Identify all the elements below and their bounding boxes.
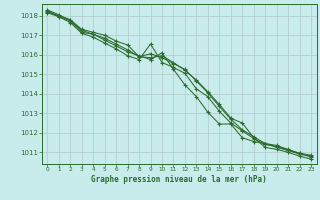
X-axis label: Graphe pression niveau de la mer (hPa): Graphe pression niveau de la mer (hPa) xyxy=(91,175,267,184)
